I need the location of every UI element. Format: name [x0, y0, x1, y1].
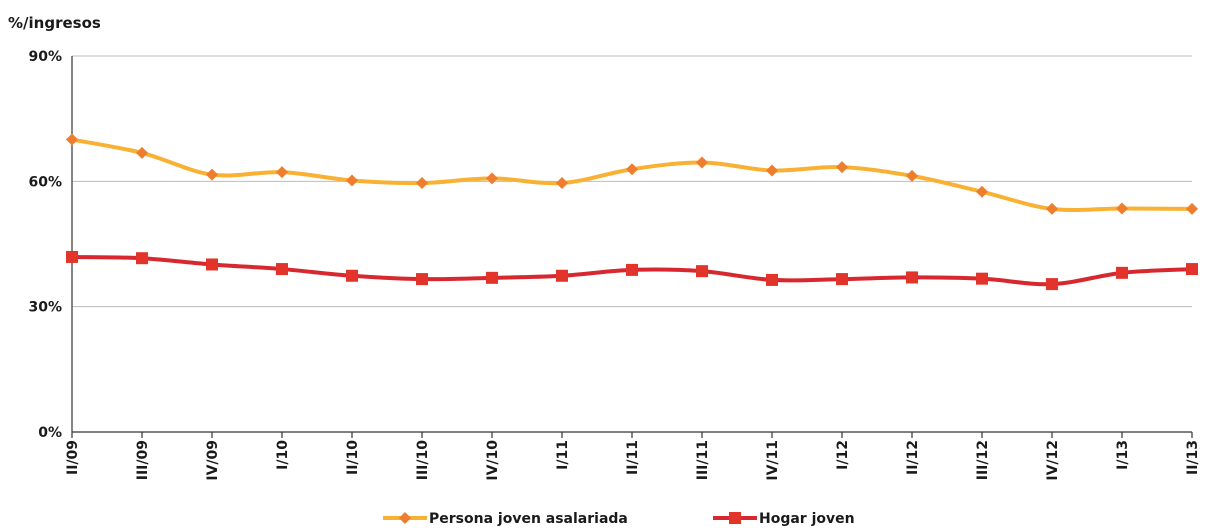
x-tick-label: IV/10 [485, 440, 501, 481]
data-point [136, 252, 148, 265]
y-axis-unit-label: %/ingresos [8, 14, 101, 32]
x-tick-label: II/11 [625, 440, 641, 475]
data-point [1116, 266, 1128, 279]
x-tick-label: IV/09 [205, 440, 221, 481]
x-tick-label: II/10 [345, 440, 361, 475]
data-point [486, 271, 498, 284]
data-point [416, 177, 428, 190]
data-point [66, 133, 78, 146]
y-tick-label: 90% [28, 49, 62, 65]
data-point [346, 269, 358, 282]
series-1 [66, 250, 1198, 291]
x-tick-label: IV/11 [765, 440, 781, 481]
data-point [556, 177, 568, 190]
gridlines [72, 55, 1192, 308]
data-point [976, 185, 988, 198]
data-point [416, 273, 428, 286]
axes [71, 56, 1193, 438]
data-point [626, 263, 638, 276]
x-tick-label: III/09 [135, 440, 151, 480]
data-point [486, 172, 498, 185]
data-point [766, 164, 778, 177]
data-point [276, 263, 288, 276]
x-tick-labels: II/09 III/09 IV/09 I/10 II/10 III/10 IV/10 I/11… [65, 440, 1201, 481]
x-tick-label: III/10 [415, 440, 431, 480]
x-tick-label: I/13 [1115, 440, 1131, 470]
y-tick-label: 30% [28, 300, 62, 316]
x-tick-label: I/12 [835, 440, 851, 470]
legend-marker [399, 512, 411, 524]
legend: Persona joven asalariada Hogar joven [383, 511, 855, 527]
data-point [206, 168, 218, 181]
legend-marker [729, 512, 741, 524]
data-point [836, 273, 848, 286]
data-point [696, 156, 708, 169]
data-point [556, 269, 568, 282]
x-tick-label: II/09 [65, 440, 81, 475]
x-tick-label: IV/12 [1045, 440, 1061, 481]
data-point [136, 146, 148, 159]
data-point [1186, 263, 1198, 276]
data-point [276, 166, 288, 179]
data-point [1046, 278, 1058, 291]
x-tick-label: I/10 [275, 440, 291, 470]
data-point [976, 272, 988, 285]
data-point [906, 271, 918, 284]
y-tick-label: 0% [38, 425, 62, 441]
data-point [1186, 202, 1198, 215]
data-point [696, 265, 708, 278]
data-point [1116, 202, 1128, 215]
y-tick-labels: 0% 30% 60% 90% [28, 49, 62, 441]
data-point [836, 161, 848, 174]
series-0 [66, 133, 1198, 215]
data-point [346, 174, 358, 187]
series-lines [66, 133, 1198, 291]
x-tick-label: III/12 [975, 440, 991, 480]
x-tick-label: II/12 [905, 440, 921, 475]
y-tick-label: 60% [28, 174, 62, 190]
data-point [626, 163, 638, 176]
x-tick-label: I/11 [555, 440, 571, 470]
x-tick-label: III/11 [695, 440, 711, 480]
data-point [906, 169, 918, 182]
data-point [766, 273, 778, 286]
data-point [1046, 202, 1058, 215]
legend-label: Hogar joven [759, 511, 855, 527]
data-point [66, 250, 78, 263]
legend-label: Persona joven asalariada [429, 511, 628, 527]
data-point [206, 258, 218, 271]
x-tick-label: II/13 [1185, 440, 1201, 475]
